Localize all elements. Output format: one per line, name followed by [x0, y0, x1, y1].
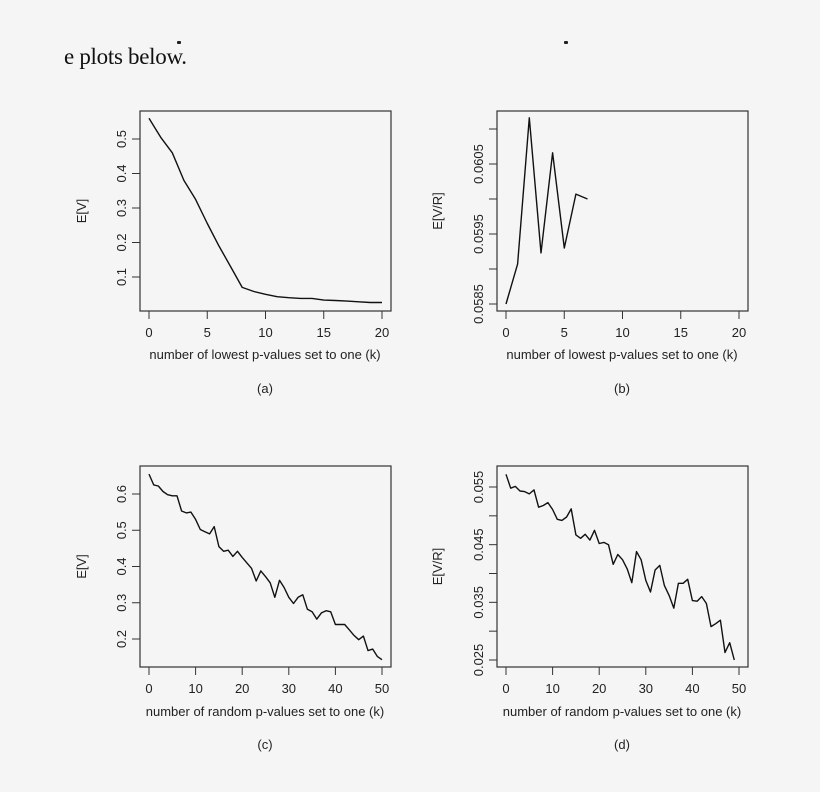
- panel-caption: (c): [257, 737, 272, 752]
- y-tick-label: 0.035: [471, 586, 486, 619]
- x-tick-label: 30: [282, 681, 296, 696]
- y-tick-label: 0.055: [471, 471, 486, 504]
- x-tick-label: 15: [317, 325, 331, 340]
- x-tick-label: 10: [258, 325, 272, 340]
- y-axis-label: E[V]: [74, 554, 89, 579]
- x-tick-label: 30: [639, 681, 653, 696]
- y-tick-label: 0.0605: [471, 144, 486, 184]
- y-tick-label: 0.1: [114, 268, 129, 286]
- data-line: [148, 473, 383, 661]
- y-axis-label: E[V/R]: [430, 192, 445, 230]
- y-tick-label: 0.0595: [471, 214, 486, 254]
- x-tick-label: 5: [561, 325, 568, 340]
- x-axis-label: number of random p-values set to one (k): [503, 704, 741, 719]
- x-tick-label: 50: [375, 681, 389, 696]
- x-tick-label: 20: [375, 325, 389, 340]
- y-axis-label: E[V/R]: [430, 548, 445, 586]
- data-line: [505, 117, 588, 305]
- y-tick-label: 0.3: [114, 594, 129, 612]
- y-tick-label: 0.0585: [471, 284, 486, 324]
- y-tick-label: 0.5: [114, 521, 129, 539]
- chart-panel-d: 0 10 20 30 40 50 0.025 0.035 0.045 0.055 number of…: [430, 465, 749, 752]
- data-line: [148, 117, 382, 304]
- x-tick-label: 20: [592, 681, 606, 696]
- plot-frame: [496, 110, 749, 312]
- x-axis-label: number of lowest p-values set to one (k): [506, 347, 737, 362]
- y-tick-label: 0.025: [471, 644, 486, 677]
- chart-panel-c: 0 10 20 30 40 50 0.2 0.3 0.4 0.5 0.6 number of rand…: [74, 465, 392, 752]
- y-tick-label: 0.2: [114, 233, 129, 251]
- stray-mark: [564, 41, 568, 44]
- panel-caption: (a): [257, 381, 273, 396]
- x-tick-label: 40: [328, 681, 342, 696]
- x-tick-label: 5: [204, 325, 211, 340]
- panel-caption: (b): [614, 381, 630, 396]
- y-tick-label: 0.5: [114, 130, 129, 148]
- y-tick-label: 0.4: [114, 164, 129, 182]
- y-tick-label: 0.045: [471, 528, 486, 561]
- x-tick-label: 20: [732, 325, 746, 340]
- x-tick-label: 0: [145, 681, 152, 696]
- caption-text-fragment: e plots below.: [64, 44, 187, 69]
- x-tick-label: 10: [188, 681, 202, 696]
- x-tick-label: 0: [502, 681, 509, 696]
- x-axis-label: number of lowest p-values set to one (k): [149, 347, 380, 362]
- chart-panel-a: 0 5 10 15 20 0.1 0.2 0.3 0.4 0.5 number of lowest …: [74, 110, 392, 396]
- x-tick-label: 0: [145, 325, 152, 340]
- y-tick-label: 0.4: [114, 557, 129, 575]
- plot-frame: [139, 110, 392, 312]
- y-tick-label: 0.2: [114, 630, 129, 648]
- x-tick-label: 40: [685, 681, 699, 696]
- data-line: [505, 474, 735, 661]
- x-tick-label: 10: [545, 681, 559, 696]
- x-tick-label: 50: [732, 681, 746, 696]
- y-tick-label: 0.3: [114, 199, 129, 217]
- x-axis-label: number of random p-values set to one (k): [146, 704, 384, 719]
- x-tick-label: 20: [235, 681, 249, 696]
- plot-frame: [496, 465, 749, 668]
- x-tick-label: 15: [674, 325, 688, 340]
- stray-mark: [177, 41, 181, 44]
- y-tick-label: 0.6: [114, 485, 129, 503]
- panel-caption: (d): [614, 737, 630, 752]
- y-axis-label: E[V]: [74, 199, 89, 224]
- chart-panel-b: 0 5 10 15 20 0.0585 0.0595 0.0605 number of lowe…: [430, 110, 749, 396]
- x-tick-label: 10: [615, 325, 629, 340]
- x-tick-label: 0: [502, 325, 509, 340]
